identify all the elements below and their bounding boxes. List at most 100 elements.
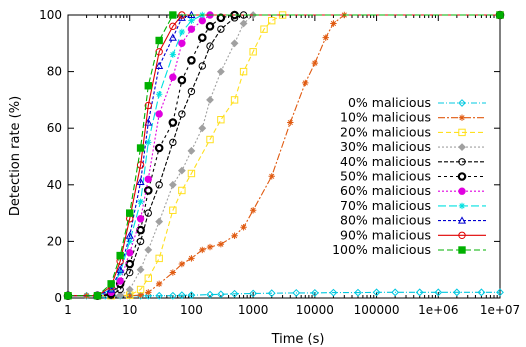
legend-item: 20% malicious [340, 124, 486, 139]
data-point [198, 124, 207, 133]
data-point [169, 73, 177, 81]
legend-label: 20% malicious [340, 124, 431, 139]
legend-label: 0% malicious [348, 95, 431, 110]
data-point [188, 255, 195, 262]
data-point [144, 245, 153, 254]
data-point [415, 288, 424, 297]
x-tick-label: 1000 [238, 303, 269, 317]
legend-item: 90% malicious [340, 227, 486, 242]
legend-item: 40% malicious [340, 154, 486, 169]
data-point [178, 110, 186, 118]
data-point [136, 237, 145, 246]
data-point [136, 225, 145, 235]
data-point [177, 291, 186, 300]
data-point [239, 67, 248, 76]
data-point [187, 291, 196, 300]
data-point [116, 291, 125, 300]
data-point [292, 288, 301, 297]
data-point [107, 280, 115, 288]
legend-marker [458, 246, 466, 254]
data-point [217, 241, 225, 248]
data-point [116, 265, 125, 273]
data-point [354, 288, 362, 297]
series-group [63, 10, 505, 301]
data-point [206, 95, 214, 104]
legend-label: 60% malicious [340, 183, 431, 198]
data-point [169, 138, 177, 147]
data-point [178, 39, 186, 47]
legend-label: 90% malicious [340, 227, 431, 242]
data-point [125, 259, 135, 269]
x-tick-label: 10000 [296, 303, 334, 317]
data-point [155, 110, 163, 118]
data-point [452, 288, 461, 297]
data-point [177, 75, 187, 85]
data-point [496, 288, 504, 297]
data-point [206, 42, 214, 50]
data-point [155, 280, 163, 288]
data-point [116, 277, 124, 285]
series-3 [64, 11, 504, 300]
data-point [126, 249, 134, 257]
legend-marker [458, 114, 466, 121]
data-point [155, 181, 163, 189]
legend-item: 50% malicious [340, 169, 486, 184]
data-point [302, 79, 309, 87]
legend-label: 70% malicious [340, 198, 431, 213]
data-point [145, 139, 152, 146]
data-point [155, 61, 164, 69]
data-point [136, 215, 145, 223]
data-point [126, 292, 133, 299]
data-point [116, 251, 124, 260]
data-point [206, 290, 214, 299]
data-point [199, 246, 206, 254]
data-point [136, 177, 145, 186]
data-point [197, 33, 207, 42]
y-tick-label: 40 [47, 178, 62, 192]
data-point [178, 260, 186, 268]
data-point [230, 289, 239, 298]
data-point [169, 11, 177, 19]
legend-marker [458, 143, 466, 152]
data-point [137, 291, 144, 299]
legend-marker [457, 216, 467, 224]
legend-item: 30% malicious [340, 139, 486, 154]
y-tick-label: 20 [47, 234, 62, 248]
data-point [496, 11, 504, 19]
data-point [155, 36, 163, 45]
data-point [198, 62, 206, 70]
data-point [206, 243, 214, 251]
series-6 [64, 11, 504, 300]
data-point [231, 232, 238, 239]
data-point [177, 166, 186, 175]
x-axis-title: Time (s) [271, 332, 325, 347]
data-point [217, 116, 225, 124]
data-point [230, 96, 239, 104]
data-point [169, 206, 177, 214]
plot-frame [67, 14, 501, 299]
data-point [144, 175, 152, 183]
data-point [136, 144, 145, 152]
legend-marker [458, 187, 466, 195]
data-point [169, 51, 177, 58]
y-tick-label: 0 [54, 291, 62, 305]
data-point [260, 25, 268, 33]
data-point [168, 291, 177, 300]
data-point [268, 16, 276, 25]
series-10 [64, 11, 504, 300]
y-tick-label: 60 [47, 121, 62, 135]
data-point [144, 82, 152, 90]
x-tick-label: 1 [64, 303, 72, 317]
data-point [216, 290, 225, 299]
data-point [144, 209, 152, 217]
x-tick-label: 100000 [354, 303, 400, 317]
legend-label: 100% malicious [332, 242, 431, 257]
data-point [187, 169, 196, 178]
series-line [68, 14, 500, 297]
data-point [168, 33, 177, 41]
data-point [268, 173, 275, 180]
legend-marker [458, 99, 466, 107]
